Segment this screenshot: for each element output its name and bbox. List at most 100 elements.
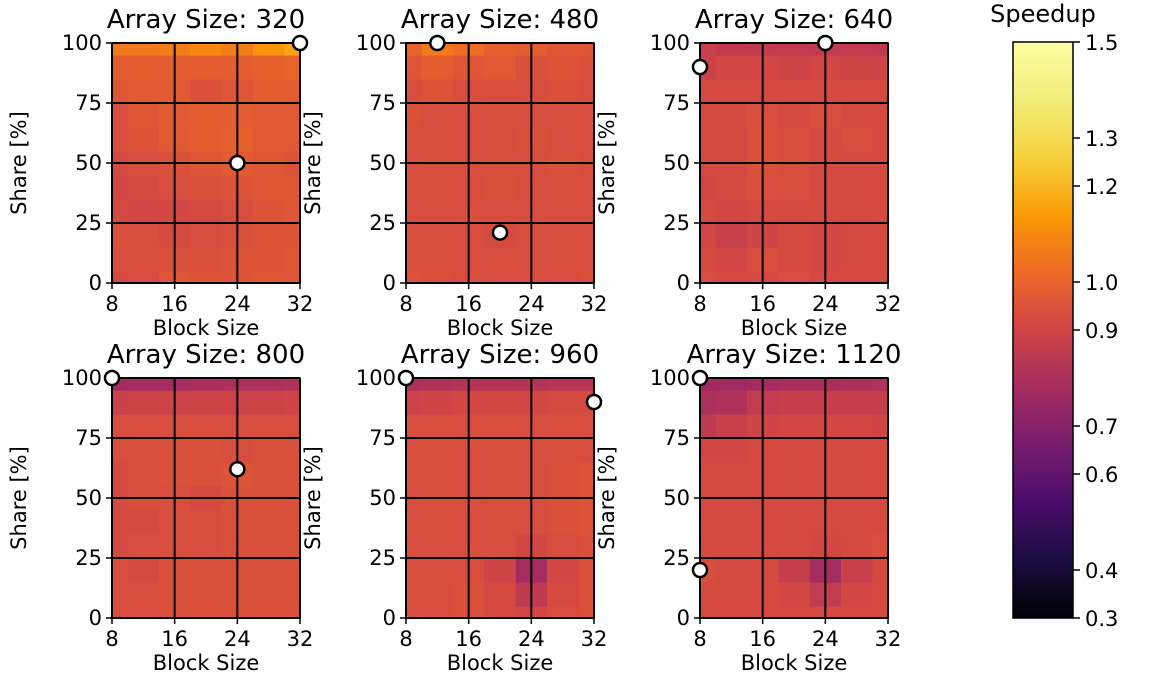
heatmap-cell xyxy=(872,390,889,415)
y-tick-label: 50 xyxy=(663,151,690,175)
extra-marker xyxy=(429,34,446,52)
heatmap-cell xyxy=(190,271,223,284)
heatmap-cell xyxy=(841,175,873,200)
heatmap-cell xyxy=(715,103,748,128)
y-tick-label: 75 xyxy=(369,426,396,450)
heatmap-cell xyxy=(715,510,748,535)
heatmap-cell xyxy=(112,199,129,224)
heatmap-cell xyxy=(578,103,595,128)
heatmap-cell xyxy=(127,175,160,200)
best-marker xyxy=(229,460,246,478)
heatmap-cell xyxy=(778,127,811,152)
y-tick-label: 0 xyxy=(383,606,396,630)
panel-title: Array Size: 960 xyxy=(401,340,599,370)
heatmap-cell xyxy=(841,199,873,224)
heatmap-cell xyxy=(253,79,285,104)
x-tick-label: 32 xyxy=(875,627,902,651)
heatmap-cell xyxy=(700,127,717,152)
heatmap-cell xyxy=(700,510,717,535)
x-axis-label: Block Size xyxy=(447,651,554,675)
heatmap-cell xyxy=(421,534,454,559)
heatmap-cell xyxy=(547,103,579,128)
x-tick-label: 32 xyxy=(287,292,314,316)
heatmap-cell xyxy=(253,390,285,415)
x-tick-label: 24 xyxy=(224,627,251,651)
y-tick-label: 50 xyxy=(75,151,102,175)
heatmap-cell xyxy=(253,558,285,583)
heatmap-cell xyxy=(578,175,595,200)
best-marker xyxy=(491,224,509,241)
heatmap-cell xyxy=(715,271,748,284)
heatmap-cell xyxy=(715,175,748,200)
heatmap-cell xyxy=(284,378,301,391)
colorbar-tick-label: 1.0 xyxy=(1085,271,1118,295)
y-axis-label: Share [%] xyxy=(301,446,325,550)
colorbar-tick-label: 0.6 xyxy=(1085,463,1118,487)
y-tick-label: 0 xyxy=(89,271,102,295)
heatmap-cell xyxy=(284,127,301,152)
heatmap-cell xyxy=(778,43,811,56)
colorbar-tick-label: 1.2 xyxy=(1085,175,1118,199)
heatmap-cell xyxy=(700,414,717,439)
heatmap-cell xyxy=(715,534,748,559)
heatmap-cell xyxy=(872,103,889,128)
heatmap-panel: 8 16 24 32 0 25 50 75 100 Block Size Share [%] Arra… xyxy=(595,5,901,340)
heatmap-cell xyxy=(778,414,811,439)
y-axis-label: Share [%] xyxy=(595,446,619,550)
heatmap-cell xyxy=(578,378,595,391)
x-tick-label: 32 xyxy=(581,627,608,651)
heatmap-cell xyxy=(484,390,517,415)
heatmap-cell xyxy=(547,414,579,439)
heatmap-cell xyxy=(127,390,160,415)
y-tick-label: 25 xyxy=(369,546,396,570)
heatmap-cell xyxy=(253,438,285,463)
heatmap-cell xyxy=(700,247,717,272)
heatmap-panel: 8 16 24 32 0 25 50 75 100 Block Size Share [%] Arra… xyxy=(7,5,313,340)
x-tick-label: 8 xyxy=(105,292,118,316)
heatmap-cell xyxy=(421,462,454,487)
heatmap-cell xyxy=(284,606,301,619)
heatmap-cell xyxy=(700,223,717,248)
x-axis-label: Block Size xyxy=(741,651,848,675)
heatmap-cell xyxy=(578,79,595,104)
heatmap-cell xyxy=(578,438,595,463)
heatmap-cell xyxy=(253,223,285,248)
extra-marker xyxy=(397,369,415,387)
heatmap-cell xyxy=(190,438,223,463)
heatmap-cell xyxy=(484,271,517,284)
heatmap-cell xyxy=(841,271,873,284)
heatmap-cell xyxy=(190,175,223,200)
heatmap-cell xyxy=(406,414,423,439)
heatmap-cell xyxy=(190,247,223,272)
heatmap-cell xyxy=(715,43,748,56)
colorbar-tick-label: 0.7 xyxy=(1085,415,1118,439)
heatmap-cell xyxy=(778,79,811,104)
heatmap-cell xyxy=(841,127,873,152)
heatmap-cell xyxy=(841,558,873,583)
colorbar: Speedup 0.3 0.4 0.6 0.7 0.9 1.0 1.2 1.3 1.5 xyxy=(990,0,1118,631)
colorbar-tick-label: 1.3 xyxy=(1085,127,1118,151)
heatmap-cell xyxy=(253,271,285,284)
heatmap-cell xyxy=(578,127,595,152)
heatmap-cell xyxy=(547,378,579,391)
heatmap-cell xyxy=(127,271,160,284)
heatmap-cell xyxy=(578,462,595,487)
heatmap-cell xyxy=(547,510,579,535)
heatmap-cell xyxy=(406,223,423,248)
heatmap-cell xyxy=(112,175,129,200)
heatmap-cell xyxy=(190,558,223,583)
heatmap-cell xyxy=(484,534,517,559)
heatmap-cell xyxy=(578,247,595,272)
y-tick-label: 100 xyxy=(356,366,396,390)
best-marker xyxy=(229,154,246,172)
heatmap-cell xyxy=(190,582,223,607)
heatmap-cell xyxy=(253,199,285,224)
heatmap-cell xyxy=(484,582,517,607)
heatmap-cell xyxy=(190,223,223,248)
heatmap-cell xyxy=(778,390,811,415)
heatmap-cell xyxy=(406,127,423,152)
heatmap-panel: 8 16 24 32 0 25 50 75 100 Block Size Share [%] Arra… xyxy=(595,340,901,675)
x-axis-label: Block Size xyxy=(741,316,848,340)
heatmap-cell xyxy=(872,510,889,535)
heatmap-cell xyxy=(715,582,748,607)
